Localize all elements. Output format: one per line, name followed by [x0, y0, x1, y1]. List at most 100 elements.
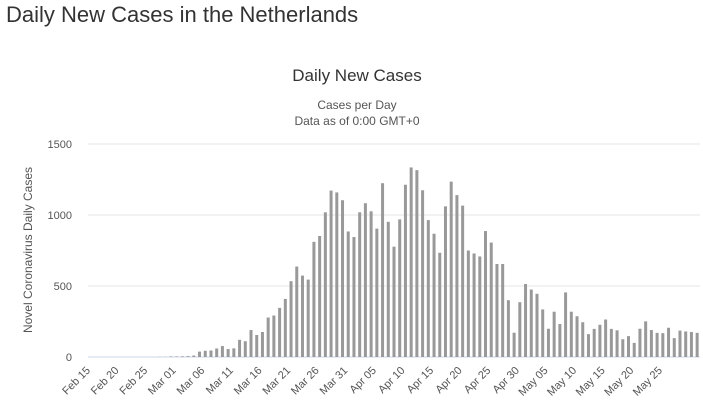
bar	[335, 192, 339, 357]
bar	[621, 339, 625, 357]
x-tick-label: Apr 25	[462, 365, 493, 396]
x-tick-label: May 25	[631, 365, 665, 399]
bar	[186, 356, 190, 357]
x-tick-label: Feb 25	[117, 365, 150, 398]
bar	[392, 246, 396, 357]
x-tick-label: May 05	[517, 365, 551, 399]
bar	[272, 315, 276, 357]
y-tick-label: 1500	[48, 139, 72, 151]
bar	[415, 170, 419, 357]
bar	[478, 256, 482, 357]
bar	[529, 289, 533, 357]
x-tick-label: May 10	[545, 365, 579, 399]
bar	[198, 351, 202, 357]
x-tick-label: May 15	[574, 365, 608, 399]
bar	[283, 298, 287, 357]
bar	[695, 332, 699, 357]
bar	[678, 330, 682, 357]
bar	[243, 341, 247, 357]
bar	[209, 350, 213, 357]
bar	[289, 281, 293, 357]
bar	[278, 307, 282, 357]
bar	[369, 211, 373, 357]
bar	[581, 322, 585, 357]
bar	[443, 206, 447, 357]
bar	[323, 212, 327, 357]
bar	[644, 321, 648, 357]
bar	[238, 339, 242, 357]
x-tick-label: Apr 20	[433, 365, 464, 396]
bar	[552, 311, 556, 357]
bar	[575, 316, 579, 357]
bar	[524, 284, 528, 357]
bar	[260, 332, 264, 357]
bar	[329, 190, 333, 357]
x-tick-label: Apr 05	[348, 365, 379, 396]
x-tick-label: Mar 26	[289, 365, 322, 398]
bar	[295, 266, 299, 357]
bar	[403, 184, 407, 357]
bar	[541, 309, 545, 357]
page-title: Daily New Cases in the Netherlands	[6, 2, 359, 27]
bar	[684, 331, 688, 357]
bar	[661, 333, 665, 357]
bar	[306, 279, 310, 357]
bar	[461, 205, 465, 357]
bar	[667, 327, 671, 357]
bar	[409, 167, 413, 357]
bar	[638, 328, 642, 357]
x-tick-label: Feb 15	[60, 365, 93, 398]
bar	[375, 228, 379, 357]
bar	[346, 231, 350, 357]
bar	[466, 250, 470, 357]
bar	[180, 356, 184, 357]
x-tick-label: Mar 01	[146, 365, 179, 398]
bar	[203, 350, 207, 357]
bar	[421, 190, 425, 357]
bar	[546, 328, 550, 357]
bar	[472, 253, 476, 357]
bar	[220, 346, 224, 357]
bar	[672, 338, 676, 357]
bar	[175, 356, 179, 357]
bar	[255, 334, 259, 357]
bar	[609, 328, 613, 357]
bar	[592, 328, 596, 357]
bar	[363, 203, 367, 357]
bar	[249, 330, 253, 357]
x-tick-label: Mar 06	[175, 365, 208, 398]
y-tick-label: 500	[54, 281, 72, 293]
bar	[518, 302, 522, 357]
bar	[192, 355, 196, 357]
bar	[535, 293, 539, 357]
bar	[512, 332, 516, 357]
y-axis-label: Novel Coronavirus Daily Cases	[21, 167, 35, 333]
bar	[341, 200, 345, 357]
bar	[689, 332, 693, 357]
bar	[501, 263, 505, 357]
bar	[232, 348, 236, 357]
bar	[569, 311, 573, 357]
bar	[215, 348, 219, 357]
bar	[627, 336, 631, 357]
bar	[398, 219, 402, 357]
bar	[352, 237, 356, 357]
bar	[558, 324, 562, 357]
bar	[449, 181, 453, 357]
y-tick-label: 1000	[48, 210, 72, 222]
bar	[386, 221, 390, 357]
bar	[484, 231, 488, 357]
bar	[655, 332, 659, 357]
bar	[604, 319, 608, 357]
bar	[506, 300, 510, 357]
x-tick-label: Mar 21	[260, 365, 293, 398]
bar	[455, 195, 459, 357]
bar	[586, 334, 590, 357]
bar	[300, 275, 304, 357]
bar	[426, 220, 430, 357]
chart-title: Daily New Cases	[292, 66, 421, 85]
bar	[438, 252, 442, 357]
chart-subtitle: Cases per Day	[317, 98, 396, 112]
